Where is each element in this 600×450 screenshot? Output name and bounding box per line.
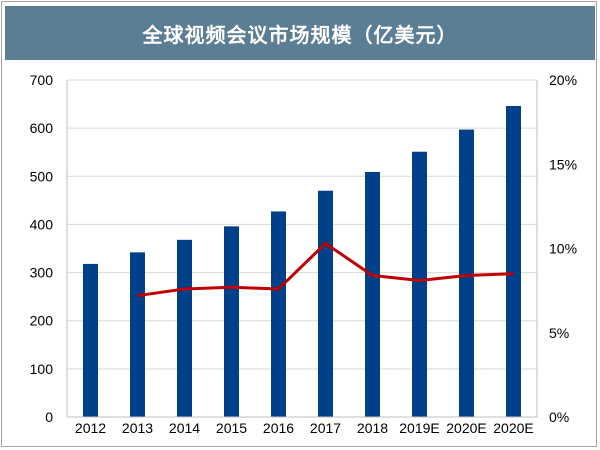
bar: [224, 226, 239, 417]
y-tick-label: 100: [30, 361, 54, 377]
y2-tick-label: 10%: [549, 241, 577, 257]
x-tick-label: 2020E: [446, 420, 486, 436]
grid-lines: [67, 79, 537, 370]
y2-tick-label: 15%: [549, 156, 577, 172]
chart-title: 全球视频会议市场规模（亿美元）: [142, 22, 458, 47]
y2-tick-label: 20%: [549, 72, 577, 88]
x-tick-label: 2012: [75, 420, 106, 436]
x-tick-label: 2014: [169, 420, 200, 436]
x-tick-label: 2020E: [493, 420, 533, 436]
y-tick-label: 700: [30, 72, 54, 88]
axes: [66, 80, 538, 418]
bar: [318, 190, 333, 417]
bar: [365, 171, 380, 417]
growth-line: [137, 241, 514, 298]
bar-series: [83, 105, 521, 418]
bar: [83, 263, 98, 417]
x-tick-label: 2017: [310, 420, 341, 436]
x-tick-label: 2013: [122, 420, 153, 436]
tick-labels: 0 100 200 300 400 500 600 700 0% 5% 10% 15% 20% 2012 2…: [30, 72, 577, 436]
y2-tick-label: 5%: [549, 325, 569, 341]
y-tick-label: 500: [30, 168, 54, 184]
bar: [177, 239, 192, 417]
y-tick-label: 400: [30, 216, 54, 232]
x-tick-label: 2019E: [399, 420, 439, 436]
line-series: [137, 241, 514, 298]
bar: [130, 252, 145, 417]
y-tick-label: 0: [45, 409, 53, 425]
bar: [412, 151, 427, 418]
bar: [506, 105, 521, 418]
y-tick-label: 300: [30, 265, 54, 281]
x-tick-label: 2018: [357, 420, 388, 436]
x-tick-label: 2015: [216, 420, 247, 436]
bar: [459, 129, 474, 417]
y2-tick-label: 0%: [549, 409, 569, 425]
y-tick-label: 600: [30, 120, 54, 136]
y-tick-label: 200: [30, 313, 54, 329]
bar: [271, 211, 286, 417]
title-bar: 全球视频会议市场规模（亿美元）: [5, 6, 595, 60]
x-tick-label: 2016: [263, 420, 294, 436]
